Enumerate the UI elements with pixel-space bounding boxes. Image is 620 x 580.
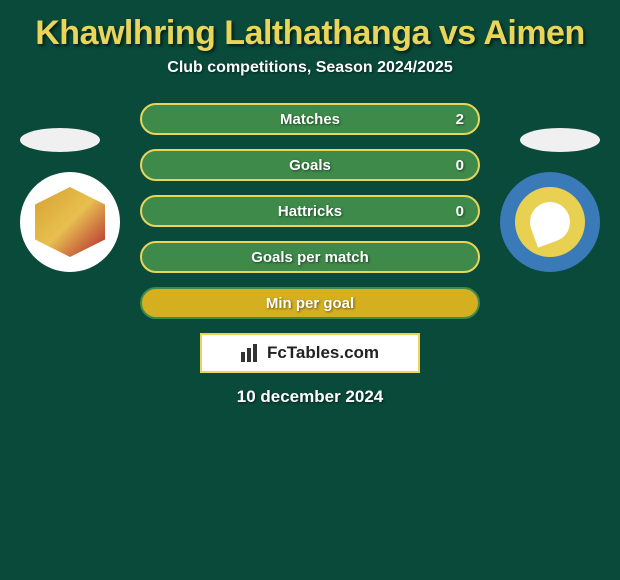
atk-badge-icon xyxy=(35,187,105,257)
stat-label: Min per goal xyxy=(142,295,478,312)
page-title: Khawlhring Lalthathanga vs Aimen xyxy=(0,0,620,59)
stat-row-goals-per-match: Goals per match xyxy=(140,241,480,273)
date-label: 10 december 2024 xyxy=(0,387,620,407)
stat-value-right: 2 xyxy=(456,111,464,128)
stat-label: Matches xyxy=(142,111,478,128)
player-headshot-left xyxy=(20,128,100,152)
brand-label: FcTables.com xyxy=(267,343,379,363)
player-headshot-right xyxy=(520,128,600,152)
stat-value-right: 0 xyxy=(456,203,464,220)
stat-value-right: 0 xyxy=(456,157,464,174)
kerala-blasters-badge-icon xyxy=(515,187,585,257)
chart-icon xyxy=(241,344,263,362)
stat-label: Goals xyxy=(142,157,478,174)
stat-label: Goals per match xyxy=(142,249,478,266)
subtitle: Club competitions, Season 2024/2025 xyxy=(0,59,620,77)
stat-row-hattricks: Hattricks 0 xyxy=(140,195,480,227)
club-badge-left xyxy=(20,172,120,272)
club-badge-right xyxy=(500,172,600,272)
stat-label: Hattricks xyxy=(142,203,478,220)
brand-link[interactable]: FcTables.com xyxy=(200,333,420,373)
stat-row-goals: Goals 0 xyxy=(140,149,480,181)
stat-row-matches: Matches 2 xyxy=(140,103,480,135)
stat-row-min-per-goal: Min per goal xyxy=(140,287,480,319)
stats-container: Matches 2 Goals 0 Hattricks 0 Goals per … xyxy=(140,103,480,319)
